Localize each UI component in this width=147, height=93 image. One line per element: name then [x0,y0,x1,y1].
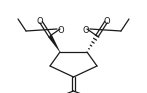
Polygon shape [48,35,60,52]
Text: O: O [83,25,89,35]
Text: O: O [37,16,43,25]
Text: O: O [58,25,64,35]
Text: O: O [104,16,110,25]
